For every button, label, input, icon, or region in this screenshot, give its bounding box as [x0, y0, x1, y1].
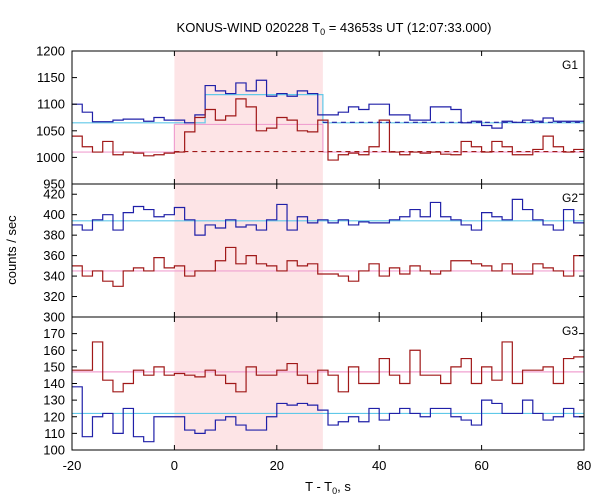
panel-g1: 950 1000 1050 1100 1150 1200 G1 — [36, 44, 585, 192]
burst-interval-highlight — [174, 51, 323, 450]
y-tick-label: 160 — [43, 343, 65, 358]
y-tick-label: 130 — [43, 393, 65, 408]
panel-g1-series-blue — [72, 79, 584, 129]
x-axis-label: T - T0, s — [305, 479, 351, 496]
y-tick-label: 950 — [43, 177, 65, 192]
x-tick-label: 0 — [171, 458, 178, 473]
y-tick-label: 1000 — [36, 150, 65, 165]
panel-g3-series-blue — [72, 386, 584, 443]
x-tick-label: 60 — [474, 458, 488, 473]
panel-label: G1 — [562, 58, 578, 72]
y-tick-label: 380 — [43, 228, 65, 243]
y-tick-label: 420 — [43, 187, 65, 202]
panel-g1-series-red — [72, 98, 584, 161]
x-tick-label: 80 — [577, 458, 591, 473]
panel-g1-level-light-blue — [72, 94, 584, 124]
y-axis-label: counts / sec — [4, 215, 19, 285]
panel-g3-series-red — [72, 341, 584, 393]
x-axis: -20 0 20 40 60 80 — [63, 458, 592, 473]
y-tick-label: 100 — [43, 443, 65, 458]
panel-g1-frame — [71, 50, 585, 185]
y-tick-label: 150 — [43, 359, 65, 374]
y-tick-label: 340 — [43, 269, 65, 284]
y-tick-label: 400 — [43, 207, 65, 222]
y-tick-label: 1200 — [36, 44, 65, 59]
panel-g2-series-blue — [72, 198, 584, 236]
panel-label: G3 — [562, 324, 578, 338]
y-tick-label: 1150 — [37, 70, 65, 85]
panel-label: G2 — [562, 191, 578, 205]
chart-title: KONUS-WIND 020228 T0 = 43653s UT (12:07:… — [177, 20, 492, 37]
x-tick-label: 40 — [372, 458, 386, 473]
x-tick-label: -20 — [63, 458, 82, 473]
panel-g2-series-red — [72, 246, 584, 287]
y-tick-label: 120 — [43, 409, 65, 424]
y-tick-label: 360 — [43, 248, 65, 263]
y-tick-label: 170 — [43, 326, 65, 341]
y-tick-label: 1050 — [36, 123, 65, 138]
y-tick-label: 300 — [43, 310, 65, 325]
panels: 950 1000 1050 1100 1150 1200 G1 300 320 340 360 380… — [36, 44, 585, 458]
highlight-regions — [174, 51, 323, 450]
x-tick-label: 20 — [270, 458, 284, 473]
y-tick-label: 140 — [43, 376, 65, 391]
panel-g3-frame — [71, 316, 585, 451]
y-tick-label: 320 — [43, 289, 65, 304]
y-tick-label: 1100 — [37, 97, 65, 112]
panel-g2-frame — [71, 183, 585, 318]
y-tick-label: 110 — [44, 426, 65, 441]
